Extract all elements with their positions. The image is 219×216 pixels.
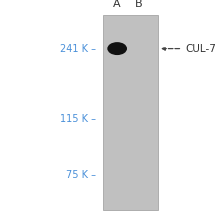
Text: CUL-7: CUL-7: [185, 44, 216, 54]
Text: 115 K –: 115 K –: [60, 114, 96, 124]
Text: 75 K –: 75 K –: [66, 170, 96, 180]
Ellipse shape: [107, 42, 127, 55]
Text: A: A: [113, 0, 121, 9]
Text: B: B: [135, 0, 143, 9]
Text: 241 K –: 241 K –: [60, 44, 96, 54]
Bar: [103, 15, 158, 210]
